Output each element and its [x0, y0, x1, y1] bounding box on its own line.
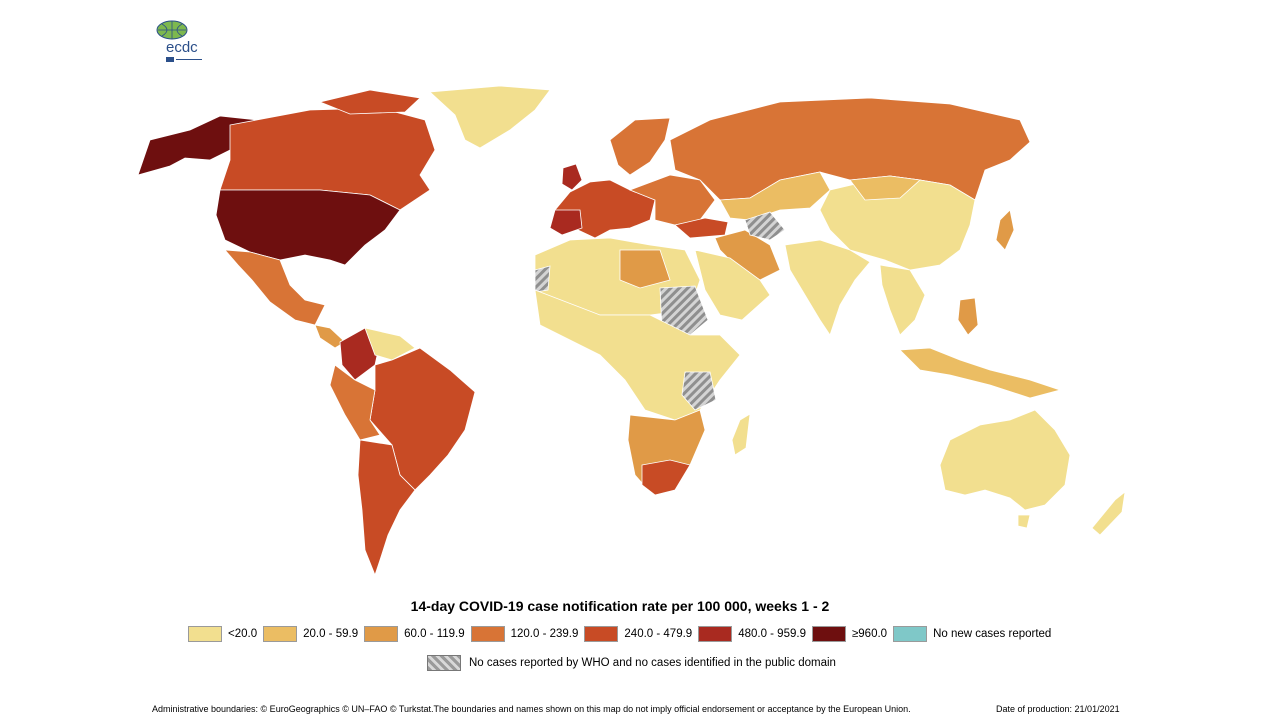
region-indonesia — [899, 347, 1062, 399]
region-south-africa — [641, 459, 691, 496]
region-arctic-islands — [318, 89, 421, 115]
legend-swatch — [263, 626, 298, 642]
region-iberia — [549, 209, 583, 236]
legend-swatch — [893, 626, 928, 642]
region-southeast-asia — [879, 264, 926, 336]
hatch-swatch — [427, 655, 461, 671]
region-madagascar — [731, 413, 751, 456]
globe-icon: ecdc — [156, 20, 202, 62]
no-data-label: No cases reported by WHO and no cases id… — [469, 657, 836, 669]
region-western-sahara-nodata — [534, 265, 551, 293]
region-japan — [995, 209, 1015, 251]
region-central-asia-nodata — [744, 211, 786, 241]
region-china — [819, 175, 976, 271]
region-tasmania — [1017, 514, 1031, 529]
legend: <20.0 20.0 - 59.9 60.0 - 119.9 120.0 - 2… — [188, 625, 1057, 643]
legend-label: <20.0 — [228, 628, 258, 640]
legend-swatch — [698, 626, 733, 642]
region-usa — [215, 189, 401, 266]
region-uk — [561, 163, 583, 191]
legend-label: No new cases reported — [933, 628, 1052, 640]
region-peru — [329, 364, 381, 441]
legend-swatch — [188, 626, 222, 642]
region-russia — [669, 97, 1031, 201]
legend-item: <20.0 — [188, 626, 257, 642]
legend-item: 480.0 - 959.9 — [698, 626, 806, 642]
region-libya — [619, 249, 671, 289]
legend-item: 60.0 - 119.9 — [364, 626, 465, 642]
attribution-text: Administrative boundaries: © EuroGeograp… — [152, 704, 911, 714]
region-turkey — [674, 217, 729, 239]
no-data-legend: No cases reported by WHO and no cases id… — [427, 655, 836, 671]
region-argentina — [357, 439, 416, 581]
map-title: 14-day COVID-19 case notification rate p… — [410, 598, 830, 614]
region-venezuela — [364, 327, 416, 361]
world-map — [137, 85, 1126, 581]
legend-item: ≥960.0 — [811, 626, 888, 642]
region-india — [784, 239, 871, 336]
legend-item: No new cases reported — [893, 626, 1051, 642]
legend-label: 60.0 - 119.9 — [404, 628, 465, 640]
legend-item: 20.0 - 59.9 — [263, 626, 358, 642]
legend-label: 120.0 - 239.9 — [510, 628, 579, 640]
legend-swatch — [584, 626, 619, 642]
region-brazil — [369, 347, 476, 491]
legend-label: 20.0 - 59.9 — [303, 628, 359, 640]
region-greenland — [429, 85, 551, 149]
region-tanzania-nodata — [681, 371, 717, 411]
region-scandinavia — [609, 117, 671, 176]
legend-item: 120.0 - 239.9 — [470, 626, 579, 642]
region-australia — [939, 409, 1071, 511]
legend-swatch — [364, 626, 399, 642]
region-kazakhstan — [719, 171, 831, 221]
logo-text: ecdc — [166, 39, 198, 56]
legend-label: ≥960.0 — [851, 628, 888, 640]
region-philippines — [957, 297, 979, 336]
region-mexico — [224, 249, 326, 326]
region-mongolia — [849, 175, 921, 201]
legend-swatch — [470, 626, 505, 642]
production-date: Date of production: 21/01/2021 — [996, 704, 1120, 714]
region-arabia — [694, 249, 771, 321]
legend-swatch — [811, 626, 846, 642]
region-new-zealand — [1091, 491, 1126, 536]
legend-item: 240.0 - 479.9 — [584, 626, 692, 642]
legend-label: 240.0 - 479.9 — [624, 628, 693, 640]
legend-label: 480.0 - 959.9 — [738, 628, 806, 640]
ecdc-logo: ecdc — [154, 18, 214, 66]
